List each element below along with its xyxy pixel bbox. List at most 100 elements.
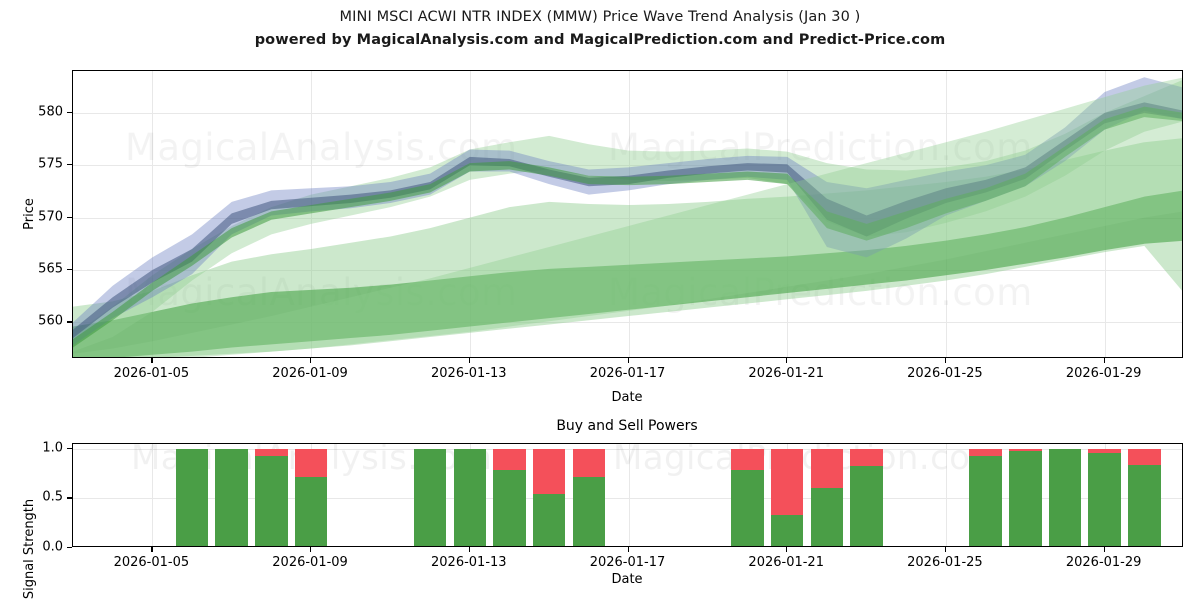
price-xtick-mark [468, 358, 470, 363]
sell-power-bar[interactable] [810, 448, 844, 488]
sell-power-bar[interactable] [1088, 448, 1121, 453]
signal-bar-group[interactable] [1128, 448, 1161, 546]
price-gridline-v [787, 71, 789, 357]
signal-xtick-mark [468, 547, 470, 552]
signal-xtick-label: 2026-01-21 [748, 555, 824, 570]
signal-xtick-mark [944, 547, 947, 552]
signal-ytick-label: 0.5 [42, 489, 63, 505]
signal-bar-group[interactable] [810, 448, 844, 546]
buy-power-bar[interactable] [493, 469, 526, 546]
signal-bar-group[interactable] [413, 448, 447, 546]
buy-power-bar[interactable] [1048, 448, 1082, 546]
signal-bar-group[interactable] [731, 448, 764, 546]
signal-gridline-v [945, 444, 947, 546]
chart-subtitle: powered by MagicalAnalysis.com and Magic… [254, 32, 946, 48]
buy-power-bar[interactable] [453, 448, 487, 546]
signal-bar-group[interactable] [175, 448, 209, 546]
price-ytick-label: 575 [38, 156, 63, 172]
sell-power-bar[interactable] [850, 448, 883, 466]
price-band-tail-green-fan-band [73, 77, 1182, 357]
signal-ytick-mark [67, 447, 72, 450]
price-xtick-mark [1103, 358, 1105, 363]
signal-xtick-label: 2026-01-13 [431, 555, 507, 570]
buy-power-bar[interactable] [1088, 452, 1121, 546]
signal-bar-group[interactable] [294, 448, 328, 546]
sell-power-bar[interactable] [770, 448, 804, 516]
sell-power-bar[interactable] [572, 448, 606, 477]
signal-bar-group[interactable] [453, 448, 487, 546]
price-gridline-v [628, 71, 630, 357]
signal-bar-group[interactable] [1009, 448, 1042, 546]
price-xtick-mark [151, 358, 153, 363]
signal-xtick-label: 2026-01-29 [1065, 555, 1142, 570]
signal-ytick-mark [67, 547, 72, 549]
price-xtick-label: 2026-01-09 [272, 366, 348, 381]
signal-ytick-label: 0.0 [42, 539, 63, 555]
signal-bar-group[interactable] [1088, 448, 1121, 546]
sell-power-bar[interactable] [969, 448, 1002, 456]
price-xaxis-title: Date [611, 390, 643, 405]
signal-gridline-h [73, 498, 1182, 500]
signal-gridline-h [73, 448, 1182, 450]
signal-bar-group[interactable] [532, 448, 566, 546]
price-gridline-h [73, 112, 1182, 114]
price-xtick-label: 2026-01-13 [431, 366, 507, 381]
signal-xtick-mark [151, 547, 153, 552]
signal-xtick-label: 2026-01-25 [907, 555, 983, 570]
price-ytick-mark [67, 268, 72, 271]
price-gridline-v [152, 71, 154, 357]
buy-power-bar[interactable] [255, 455, 288, 546]
price-ytick-label: 565 [38, 261, 63, 277]
price-xtick-mark [944, 358, 947, 363]
buy-power-bar[interactable] [810, 487, 844, 546]
sell-power-bar[interactable] [1009, 448, 1042, 451]
signal-gridline-v [628, 444, 630, 546]
sell-power-bar[interactable] [493, 448, 526, 470]
sell-power-bar[interactable] [731, 448, 764, 470]
price-yaxis-title: Price [22, 198, 37, 230]
sell-power-bar[interactable] [532, 448, 566, 494]
signal-ytick-label: 1.0 [42, 440, 63, 456]
buy-power-bar[interactable] [532, 493, 566, 546]
signal-bar-group[interactable] [493, 448, 526, 546]
signal-bar-group[interactable] [1048, 448, 1082, 546]
price-gridline-v [311, 71, 313, 357]
signal-xtick-label: 2026-01-09 [272, 555, 348, 570]
signal-bar-group[interactable] [770, 448, 804, 546]
buy-power-bar[interactable] [215, 448, 248, 546]
buy-power-bar[interactable] [572, 476, 606, 546]
price-xtick-mark [627, 358, 629, 363]
buy-power-bar[interactable] [969, 455, 1002, 546]
buy-power-bar[interactable] [1128, 464, 1161, 546]
buy-power-bar[interactable] [413, 448, 447, 546]
signal-ytick-mark [67, 497, 72, 499]
sell-power-bar[interactable] [1128, 448, 1161, 465]
signal-xtick-mark [1103, 547, 1105, 552]
signal-bar-group[interactable] [969, 448, 1002, 546]
price-ytick-mark [67, 321, 72, 323]
price-ytick-label: 570 [38, 209, 63, 225]
signal-bar-group[interactable] [255, 448, 288, 546]
price-gridline-h [73, 165, 1182, 167]
signal-xaxis-title: Date [611, 572, 643, 587]
buy-power-bar[interactable] [770, 515, 804, 546]
price-ytick-mark [67, 111, 72, 114]
buy-power-bar[interactable] [731, 469, 764, 546]
price-xtick-label: 2026-01-05 [113, 366, 190, 381]
sell-power-bar[interactable] [255, 448, 288, 456]
price-band-mid-green-core-band [73, 190, 1182, 357]
buy-power-bar[interactable] [294, 476, 328, 546]
buy-power-bar[interactable] [850, 465, 883, 546]
signal-bar-group[interactable] [215, 448, 248, 546]
price-gridline-h [73, 217, 1182, 219]
price-xtick-label: 2026-01-29 [1065, 366, 1142, 381]
buy-power-bar[interactable] [175, 448, 209, 546]
buy-power-bar[interactable] [1009, 450, 1042, 546]
price-ytick-mark [67, 164, 72, 166]
signal-bar-group[interactable] [572, 448, 606, 546]
sell-power-bar[interactable] [294, 448, 328, 477]
price-ytick-label: 580 [38, 104, 63, 120]
signal-yaxis-title: Signal Strength [22, 498, 37, 600]
signal-bar-group[interactable] [850, 448, 883, 546]
